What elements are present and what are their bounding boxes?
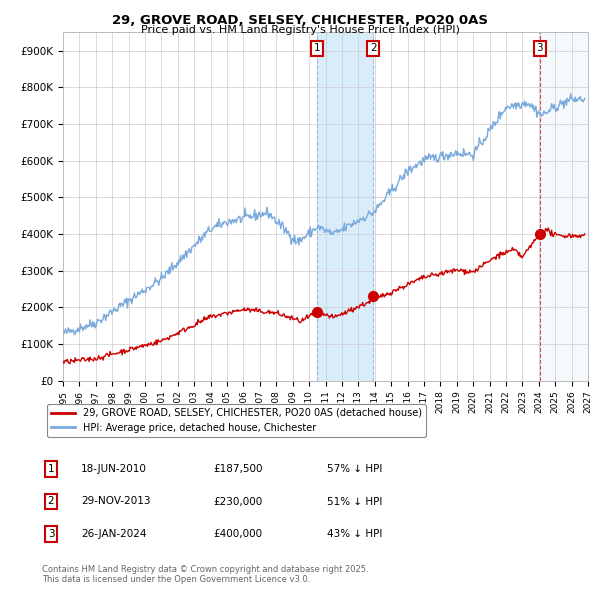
Text: 18-JUN-2010: 18-JUN-2010 — [81, 464, 147, 474]
Text: 26-JAN-2024: 26-JAN-2024 — [81, 529, 146, 539]
Text: 1: 1 — [47, 464, 55, 474]
Text: 29, GROVE ROAD, SELSEY, CHICHESTER, PO20 0AS: 29, GROVE ROAD, SELSEY, CHICHESTER, PO20… — [112, 14, 488, 27]
Text: £187,500: £187,500 — [213, 464, 263, 474]
Text: 29-NOV-2013: 29-NOV-2013 — [81, 497, 151, 506]
Text: 1: 1 — [313, 43, 320, 53]
Bar — [540, 32, 588, 381]
Text: 51% ↓ HPI: 51% ↓ HPI — [327, 497, 382, 506]
Legend: 29, GROVE ROAD, SELSEY, CHICHESTER, PO20 0AS (detached house), HPI: Average pric: 29, GROVE ROAD, SELSEY, CHICHESTER, PO20… — [47, 404, 426, 437]
Text: £400,000: £400,000 — [213, 529, 262, 539]
Text: 2: 2 — [370, 43, 377, 53]
Bar — [317, 32, 373, 381]
Text: 2: 2 — [47, 497, 55, 506]
Text: 43% ↓ HPI: 43% ↓ HPI — [327, 529, 382, 539]
Text: 3: 3 — [536, 43, 543, 53]
Text: Price paid vs. HM Land Registry's House Price Index (HPI): Price paid vs. HM Land Registry's House … — [140, 25, 460, 35]
Text: Contains HM Land Registry data © Crown copyright and database right 2025.
This d: Contains HM Land Registry data © Crown c… — [42, 565, 368, 584]
Text: 57% ↓ HPI: 57% ↓ HPI — [327, 464, 382, 474]
Text: 3: 3 — [47, 529, 55, 539]
Bar — [540, 32, 588, 381]
Text: £230,000: £230,000 — [213, 497, 262, 506]
